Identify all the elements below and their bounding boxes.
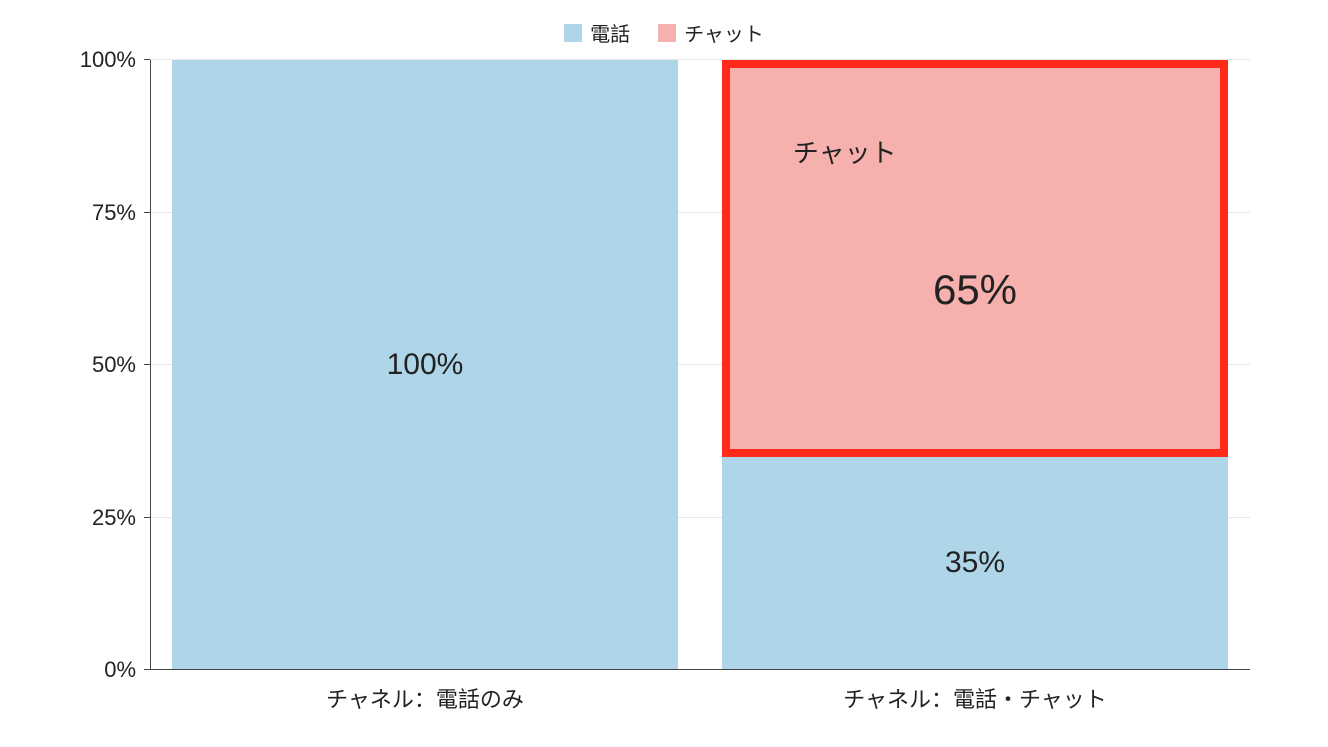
legend-swatch-chat bbox=[658, 24, 676, 42]
legend-swatch-phone bbox=[564, 24, 582, 42]
bar1-seg-chat bbox=[722, 60, 1228, 457]
legend-item-chat: チャット bbox=[658, 18, 764, 47]
cat-label-0: チャネル：電話のみ bbox=[172, 670, 678, 714]
stacked-bar-chart: 電話 チャット 0% 25% 50% 75% 100% 100% チャネル：電話… bbox=[0, 0, 1328, 747]
x-axis bbox=[150, 669, 1250, 670]
legend-label-chat: チャット bbox=[684, 18, 764, 47]
ytick-75: 75% bbox=[92, 200, 150, 226]
bar-slot-0: 100% チャネル：電話のみ bbox=[172, 60, 678, 670]
bar1-seg-phone-value: 35% bbox=[722, 546, 1228, 580]
ytick-25: 25% bbox=[92, 505, 150, 531]
bar1-seg-chat-sublabel: チャット bbox=[793, 133, 897, 170]
legend-item-phone: 電話 bbox=[564, 18, 630, 47]
y-axis bbox=[150, 60, 151, 670]
bar-slot-1: 35% チャット 65% チャネル：電話・チャット bbox=[722, 60, 1228, 670]
bar0-seg-phone-value: 100% bbox=[172, 348, 678, 382]
cat-label-1: チャネル：電話・チャット bbox=[722, 670, 1228, 714]
legend-label-phone: 電話 bbox=[590, 18, 630, 47]
plot-area: 0% 25% 50% 75% 100% 100% チャネル：電話のみ 35% チ… bbox=[150, 60, 1250, 670]
legend: 電話 チャット bbox=[0, 18, 1328, 47]
bar1-seg-chat-value: 65% bbox=[722, 266, 1228, 314]
ytick-100: 100% bbox=[80, 47, 150, 73]
ytick-50: 50% bbox=[92, 352, 150, 378]
ytick-0: 0% bbox=[104, 657, 150, 683]
